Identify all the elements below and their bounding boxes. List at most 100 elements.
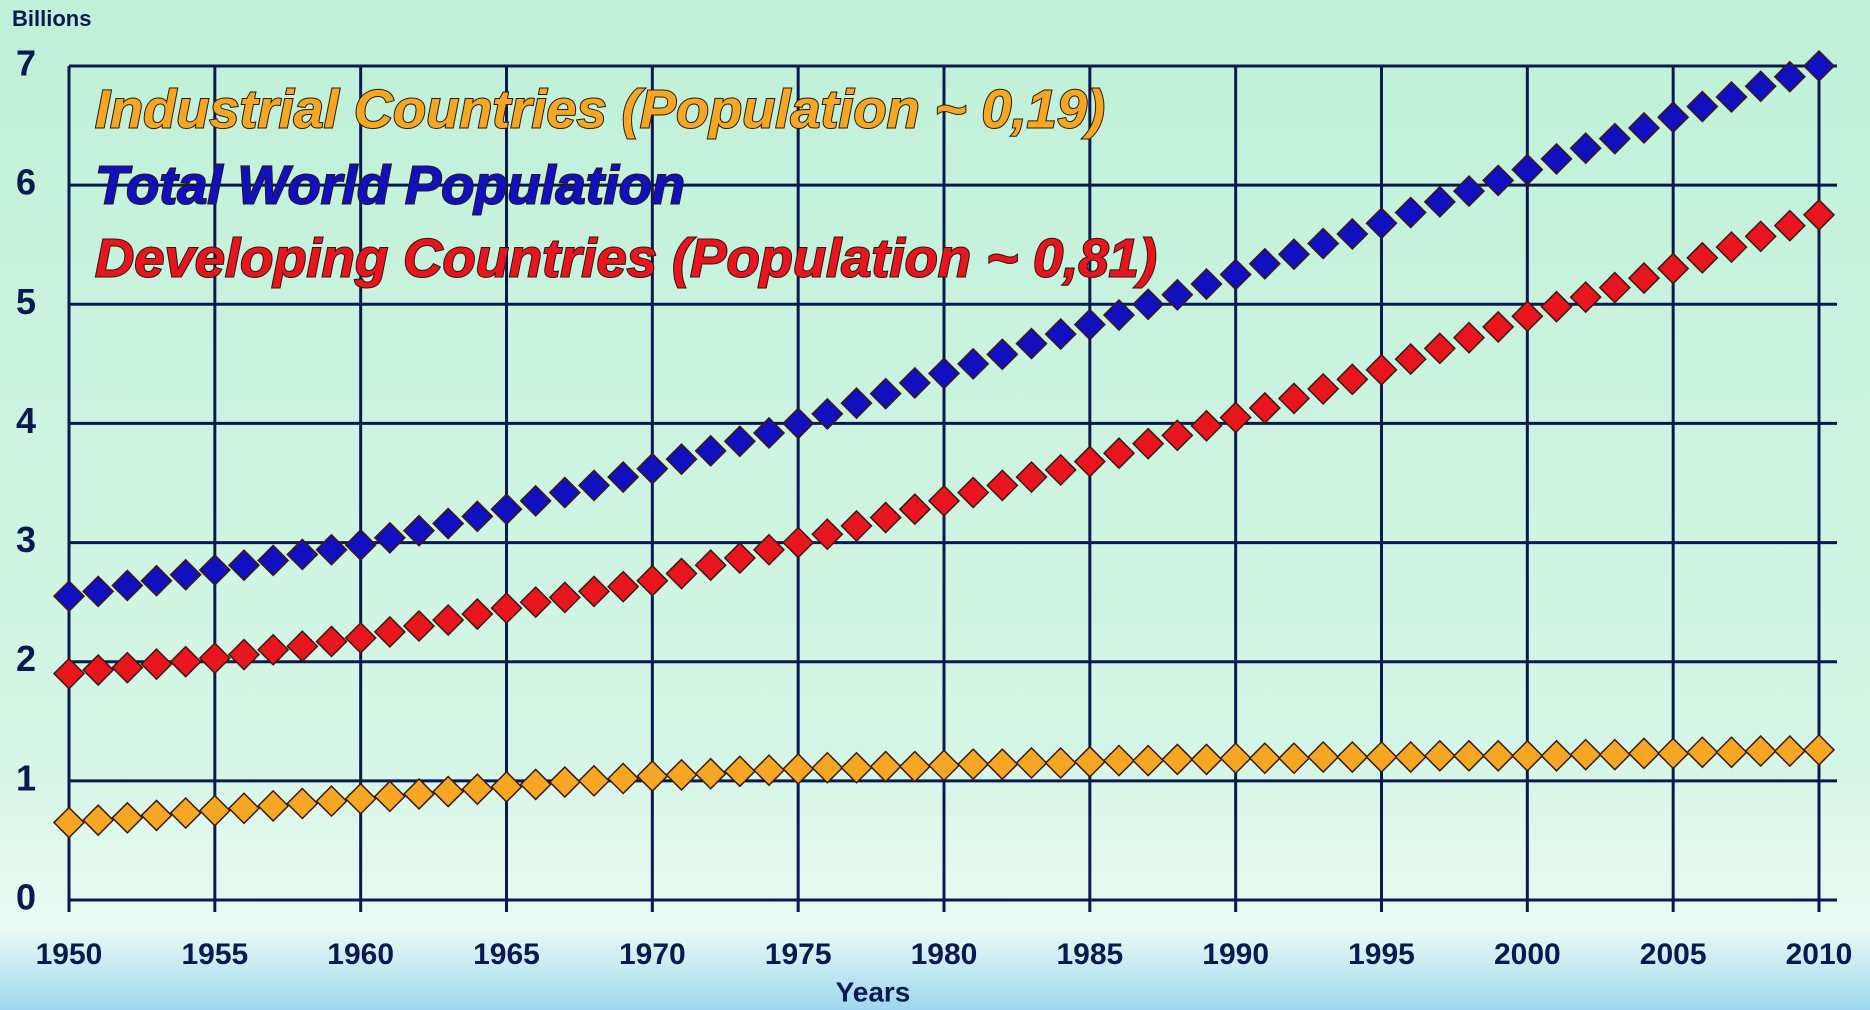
x-tick-label: 1965 <box>473 938 540 971</box>
point <box>111 801 144 834</box>
x-axis-label: Years <box>836 976 911 1007</box>
point <box>402 609 436 643</box>
point <box>1132 744 1165 777</box>
point <box>111 569 144 602</box>
point <box>257 789 290 822</box>
point <box>1744 735 1777 768</box>
point <box>52 806 86 839</box>
point <box>1423 185 1456 218</box>
point <box>1423 739 1456 772</box>
point <box>607 570 640 603</box>
point <box>1598 122 1631 155</box>
point <box>1715 736 1748 769</box>
point <box>1744 70 1777 103</box>
point <box>752 533 786 566</box>
point <box>548 476 581 509</box>
x-tick-label: 1990 <box>1202 938 1269 971</box>
point <box>607 762 640 795</box>
point <box>1248 391 1281 425</box>
point <box>432 775 465 808</box>
point <box>227 792 261 825</box>
point <box>1132 427 1165 460</box>
point <box>1423 332 1456 365</box>
point <box>1015 460 1048 494</box>
point <box>1161 419 1194 452</box>
x-tick-label: 1985 <box>1056 938 1123 971</box>
point <box>1569 281 1602 314</box>
point <box>1365 353 1398 386</box>
point <box>519 484 552 517</box>
point <box>1452 175 1486 208</box>
point <box>1715 80 1748 114</box>
point <box>1044 318 1077 351</box>
point <box>1773 209 1806 242</box>
point <box>1511 153 1544 186</box>
x-tick-label: 1960 <box>327 938 394 971</box>
point <box>490 493 523 526</box>
point <box>1657 101 1690 134</box>
point <box>1569 738 1602 771</box>
point <box>1627 737 1661 770</box>
y-tick-label: 4 <box>16 400 36 441</box>
point <box>957 748 990 781</box>
point <box>694 757 727 790</box>
point <box>986 469 1019 502</box>
point <box>723 425 756 458</box>
point <box>490 592 523 625</box>
point <box>636 564 669 597</box>
point <box>1394 343 1427 376</box>
point <box>1219 258 1252 291</box>
point <box>1452 321 1486 354</box>
point <box>665 557 698 590</box>
x-tick-label: 1995 <box>1348 938 1415 971</box>
point <box>869 501 902 534</box>
x-tick-label: 1955 <box>181 938 248 971</box>
point <box>723 541 756 575</box>
y-tick-label: 6 <box>16 162 36 203</box>
point <box>811 518 844 551</box>
point <box>1073 445 1106 478</box>
y-tick-label: 5 <box>16 281 36 322</box>
point <box>1161 278 1194 311</box>
point <box>577 469 611 502</box>
point <box>1190 743 1223 776</box>
point <box>898 493 931 526</box>
point <box>782 407 815 440</box>
point <box>1219 742 1252 775</box>
point <box>1452 739 1486 772</box>
x-tick-label: 2000 <box>1494 938 1561 971</box>
point <box>1627 111 1661 145</box>
point <box>1336 740 1369 774</box>
point <box>1482 310 1515 343</box>
point <box>1627 262 1661 295</box>
point <box>519 586 552 619</box>
point <box>169 796 202 830</box>
point <box>1219 401 1252 434</box>
point <box>1365 207 1398 240</box>
legend-label: Total World Population <box>95 155 685 215</box>
point <box>840 509 873 542</box>
point <box>111 651 144 684</box>
point <box>257 544 290 577</box>
point <box>1657 252 1690 285</box>
point <box>1773 60 1806 93</box>
point <box>257 633 290 666</box>
point <box>432 507 465 540</box>
point <box>986 338 1019 371</box>
point <box>286 538 319 571</box>
point <box>1511 300 1544 333</box>
point <box>577 575 611 608</box>
point <box>1307 227 1340 260</box>
point <box>723 755 756 788</box>
point <box>227 638 261 671</box>
point <box>286 630 319 663</box>
point <box>1394 740 1427 774</box>
point <box>752 416 786 450</box>
point <box>1102 298 1136 332</box>
point <box>665 443 698 476</box>
point <box>548 765 581 799</box>
point <box>548 581 581 614</box>
point <box>227 549 261 582</box>
point <box>1365 740 1398 774</box>
